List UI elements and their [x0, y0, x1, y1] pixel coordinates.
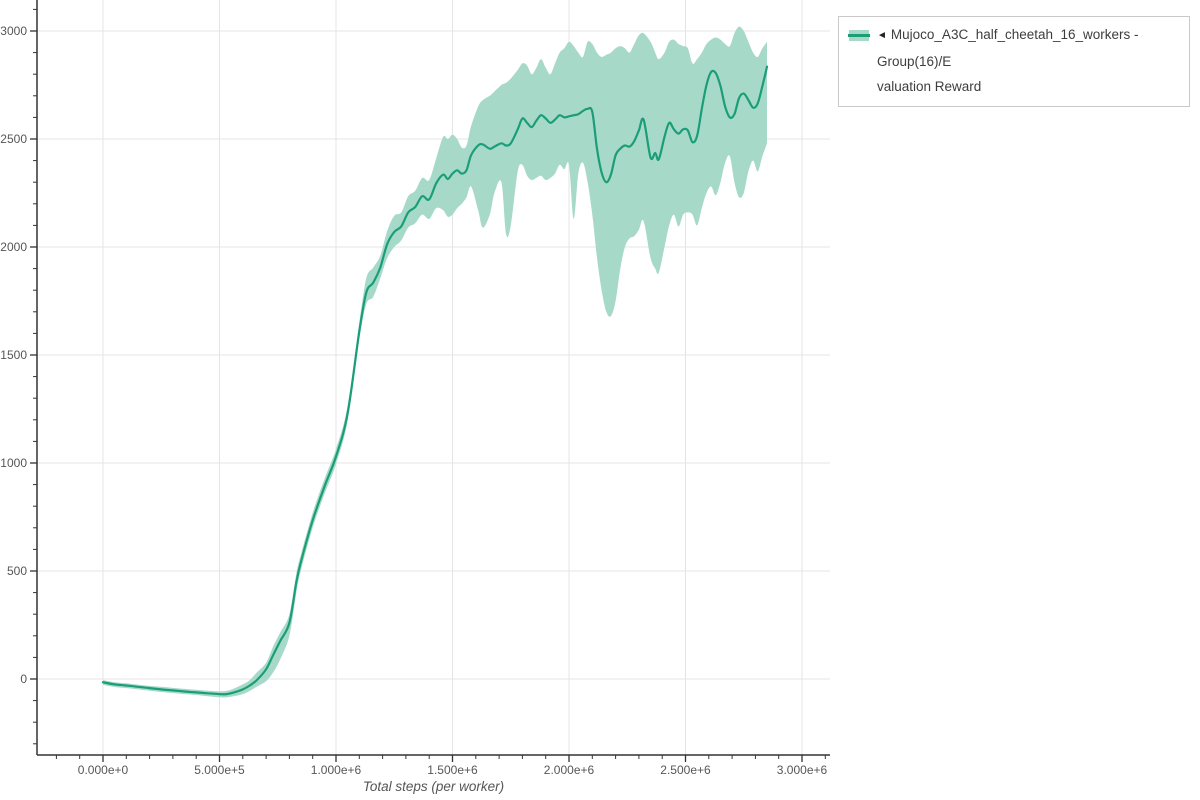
legend-swatch-line — [848, 34, 870, 37]
y-tick-label: 2000 — [0, 240, 27, 254]
confidence-band — [103, 26, 767, 698]
x-tick-label: 0.000e+0 — [78, 763, 129, 777]
legend: ◄ Mujoco_A3C_half_cheetah_16_workers - Gr… — [838, 16, 1190, 107]
legend-label-line1: Mujoco_A3C_half_cheetah_16_workers - Gro… — [877, 27, 1139, 69]
y-tick-label: 2500 — [0, 132, 27, 146]
y-tick-label: 3000 — [0, 24, 27, 38]
x-tick-label: 5.000e+5 — [194, 763, 245, 777]
series-line — [101, 65, 769, 696]
legend-collapse-icon[interactable]: ◄ — [877, 30, 887, 41]
legend-label-line2: valuation Reward — [877, 79, 982, 94]
x-tick-label: 1.000e+6 — [311, 763, 362, 777]
y-tick-label: 1000 — [0, 456, 27, 470]
x-tick-label: 1.500e+6 — [427, 763, 478, 777]
x-tick-label: 3.000e+6 — [777, 763, 828, 777]
legend-swatch-icon — [848, 30, 870, 41]
legend-item[interactable]: ◄ Mujoco_A3C_half_cheetah_16_workers - Gr… — [848, 22, 1179, 99]
y-tick-label: 1500 — [0, 348, 27, 362]
x-tick-label: 2.500e+6 — [660, 763, 711, 777]
y-tick-label: 0 — [20, 672, 27, 686]
x-axis-title: Total steps (per worker) — [363, 779, 504, 794]
legend-label: ◄ Mujoco_A3C_half_cheetah_16_workers - Gr… — [877, 22, 1179, 99]
x-tick-label: 2.000e+6 — [544, 763, 595, 777]
y-tick-label: 500 — [7, 564, 27, 578]
